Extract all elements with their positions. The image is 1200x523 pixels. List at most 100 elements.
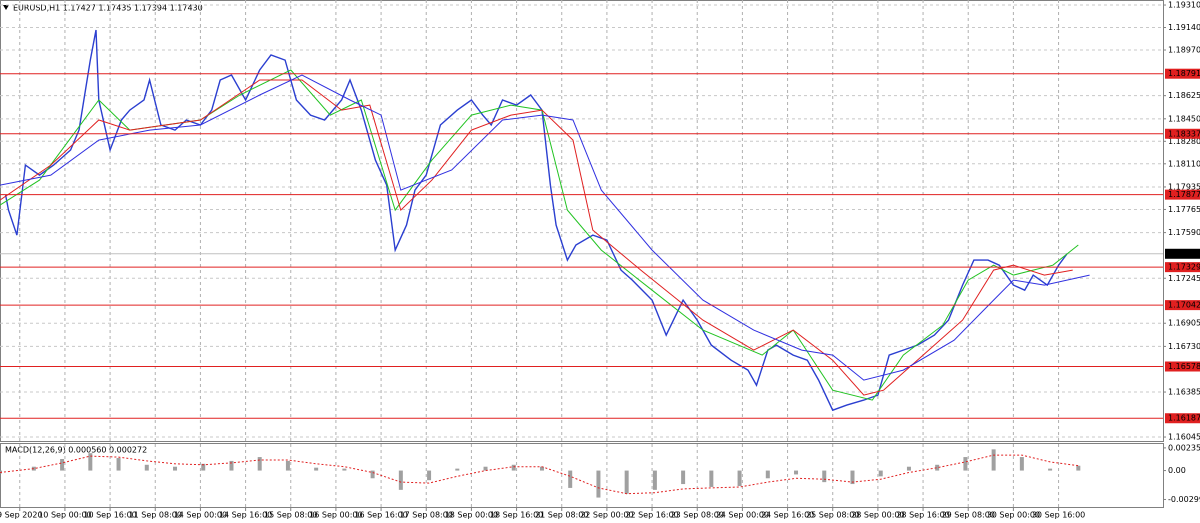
macd-bar xyxy=(427,470,432,481)
macd-bar xyxy=(370,470,375,479)
level-label-bg xyxy=(1165,413,1200,424)
macd-bar xyxy=(314,467,319,471)
macd-bar xyxy=(455,468,460,471)
menu-arrow[interactable] xyxy=(3,5,9,10)
last-price-label: 1.17430 xyxy=(1168,249,1200,258)
macd-bar xyxy=(906,466,911,471)
y-tick-label: 1.17935 xyxy=(1168,182,1200,191)
level-label-bg xyxy=(1165,262,1200,273)
x-tick-label: 10 Sep 16:00 xyxy=(83,511,136,520)
macd-bar xyxy=(173,466,178,471)
macd-bar xyxy=(737,470,742,486)
macd-bar xyxy=(878,470,883,477)
x-tick-label: 30 Sep 16:00 xyxy=(1032,511,1085,520)
level-label-bg xyxy=(1165,361,1200,372)
macd-bar xyxy=(709,470,714,487)
level-label-bg xyxy=(1165,68,1200,79)
x-tick-label: 24 Sep 16:00 xyxy=(761,511,814,520)
x-tick-label: 30 Sep 00:00 xyxy=(987,511,1040,520)
x-tick-label: 18 Sep 16:00 xyxy=(490,511,543,520)
macd-panel xyxy=(0,443,1164,508)
y-tick-label: 1.18450 xyxy=(1168,114,1200,123)
macd-bar xyxy=(568,470,573,488)
x-tick-label: 25 Sep 08:00 xyxy=(806,511,859,520)
x-tick-label: 14 Sep 00:00 xyxy=(174,511,227,520)
y-tick-label: 1.16045 xyxy=(1168,433,1200,442)
macd-bar xyxy=(88,453,93,471)
macd-bar xyxy=(991,449,996,471)
macd-bar xyxy=(935,464,940,471)
macd-bar xyxy=(1048,468,1053,471)
x-tick-label: 16 Sep 16:00 xyxy=(354,511,407,520)
x-tick-label: 28 Sep 16:00 xyxy=(896,511,949,520)
y-tick-label: 1.16730 xyxy=(1168,342,1200,351)
last-price-bg xyxy=(1165,248,1200,259)
y-tick-label: 1.17245 xyxy=(1168,274,1200,283)
y-tick-label: -0.002999 xyxy=(1168,495,1200,504)
macd-bar xyxy=(116,458,121,471)
x-tick-label: 16 Sep 00:00 xyxy=(309,511,362,520)
macd-bar xyxy=(201,463,206,471)
y-tick-label: 1.18625 xyxy=(1168,91,1200,100)
macd-bar xyxy=(60,459,65,471)
level-label: 1.16578 xyxy=(1168,362,1200,371)
macd-bar xyxy=(539,466,544,471)
y-tick-label: 1.17765 xyxy=(1168,205,1200,214)
moving-average xyxy=(0,74,1090,381)
chart-title: EURUSD,H1 1.17427 1.17435 1.17394 1.1743… xyxy=(13,4,203,13)
moving-average xyxy=(0,69,1079,401)
macd-bar xyxy=(1076,465,1081,471)
macd-bar xyxy=(765,470,770,479)
macd-bar xyxy=(511,464,516,471)
x-tick-label: 11 Sep 08:00 xyxy=(129,511,182,520)
level-label-bg xyxy=(1165,300,1200,311)
signal-line xyxy=(0,454,1079,495)
y-tick-label: 0.00 xyxy=(1168,466,1186,475)
macd-bar xyxy=(850,470,855,485)
y-tick-label: 1.19140 xyxy=(1168,23,1200,32)
macd-bar xyxy=(794,470,799,475)
x-tick-label: 17 Sep 08:00 xyxy=(400,511,453,520)
macd-bar xyxy=(229,460,234,471)
macd-bar xyxy=(681,470,686,485)
level-label: 1.17042 xyxy=(1168,301,1200,310)
x-tick-label: 22 Sep 16:00 xyxy=(625,511,678,520)
x-tick-label: 28 Sep 00:00 xyxy=(851,511,904,520)
macd-bar xyxy=(31,466,36,471)
macd-bar xyxy=(342,468,347,471)
x-tick-label: 15 Sep 08:00 xyxy=(264,511,317,520)
x-tick-label: 21 Sep 08:00 xyxy=(535,511,588,520)
macd-title: MACD(12,26,9) 0.000560 0.000272 xyxy=(5,446,147,455)
y-tick-label: 1.17590 xyxy=(1168,228,1200,237)
y-tick-label: 1.16385 xyxy=(1168,388,1200,397)
macd-bar xyxy=(144,464,149,471)
y-tick-label: 0.002352 xyxy=(1168,443,1200,452)
y-tick-label: 1.19310 xyxy=(1168,1,1200,10)
macd-bar xyxy=(596,470,601,498)
y-tick-label: 1.18280 xyxy=(1168,137,1200,146)
x-tick-label: 18 Sep 00:00 xyxy=(445,511,498,520)
y-tick-label: 1.16905 xyxy=(1168,319,1200,328)
y-tick-label: 1.18970 xyxy=(1168,46,1200,55)
macd-bar xyxy=(624,470,629,494)
level-label: 1.17877 xyxy=(1168,190,1200,199)
price-panel xyxy=(0,0,1164,442)
macd-bar xyxy=(652,470,657,490)
x-tick-label: 10 Sep 00:00 xyxy=(38,511,91,520)
macd-bar xyxy=(483,466,488,471)
macd-bar xyxy=(1019,457,1024,471)
x-tick-label: 9 Sep 2020 xyxy=(0,511,43,520)
level-label-bg xyxy=(1165,189,1200,200)
x-tick-label: 22 Sep 00:00 xyxy=(580,511,633,520)
macd-bar xyxy=(398,470,403,490)
macd-bar xyxy=(822,470,827,483)
x-tick-label: 24 Sep 00:00 xyxy=(716,511,769,520)
level-label-bg xyxy=(1165,128,1200,139)
x-tick-label: 14 Sep 16:00 xyxy=(219,511,272,520)
x-tick-label: 29 Sep 08:00 xyxy=(942,511,995,520)
macd-bar xyxy=(257,457,262,471)
level-label: 1.16187 xyxy=(1168,414,1200,423)
y-tick-label: 1.18110 xyxy=(1168,159,1200,168)
